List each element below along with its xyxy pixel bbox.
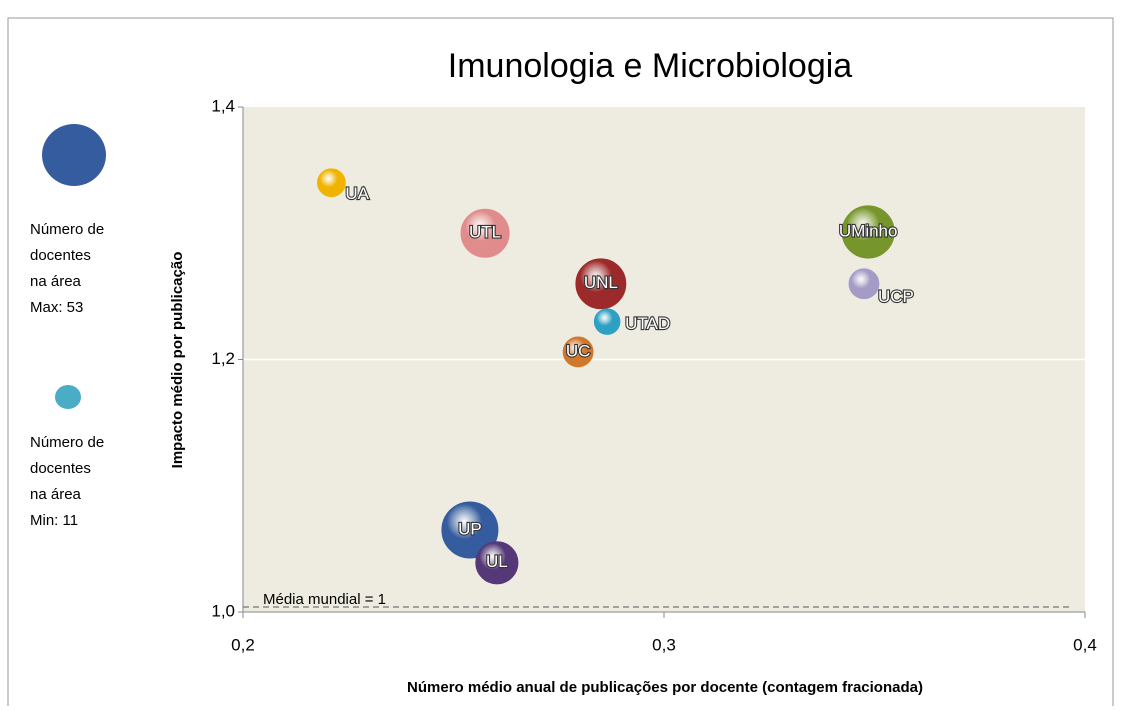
y-axis-label: Impacto médio por publicação	[169, 252, 186, 469]
size-legend-text: Max: 53	[30, 299, 83, 316]
bubble	[593, 308, 621, 335]
size-legend-text: na área	[30, 486, 82, 503]
size-legend-text: docentes	[30, 247, 91, 264]
size-legend-text: docentes	[30, 460, 91, 477]
bubble-label: UNL	[584, 273, 618, 292]
bubble	[562, 336, 594, 368]
reference-label: Média mundial = 1	[263, 591, 386, 608]
bubble	[317, 168, 346, 198]
frame	[7, 17, 1114, 711]
bubble-label: UMinho	[839, 221, 898, 240]
bubble-label: UTL	[469, 223, 501, 242]
size-legend-text: na área	[30, 273, 82, 290]
bubble-label: UC	[566, 341, 591, 360]
bubble	[841, 205, 895, 259]
y-tick-label: 1,2	[211, 349, 235, 368]
bubble-label: UL	[486, 552, 508, 571]
bubble	[460, 208, 510, 258]
size-legend-text: Número de	[30, 221, 104, 238]
bubble-label: UA	[345, 184, 369, 203]
x-tick-label: 0,3	[652, 635, 676, 654]
size-legend-max	[42, 124, 106, 186]
x-tick-label: 0,4	[1073, 635, 1097, 654]
y-tick-label: 1,4	[211, 96, 235, 115]
bubble-label: UCP	[878, 287, 914, 306]
bubble-label: UTAD	[625, 314, 670, 333]
bubble	[475, 541, 519, 585]
size-legend-min	[55, 385, 81, 409]
size-legend-text: Número de	[30, 434, 104, 451]
chart-title: Imunologia e Microbiologia	[448, 47, 853, 85]
bubble	[441, 501, 499, 559]
bubble	[848, 268, 880, 300]
size-legend-text: Min: 11	[30, 512, 78, 529]
x-tick-label: 0,2	[231, 635, 255, 654]
x-axis-label: Número médio anual de publicações por do…	[407, 679, 923, 696]
bubble	[575, 258, 627, 310]
bubble-label: UP	[458, 519, 482, 538]
y-tick-label: 1,0	[211, 601, 235, 620]
